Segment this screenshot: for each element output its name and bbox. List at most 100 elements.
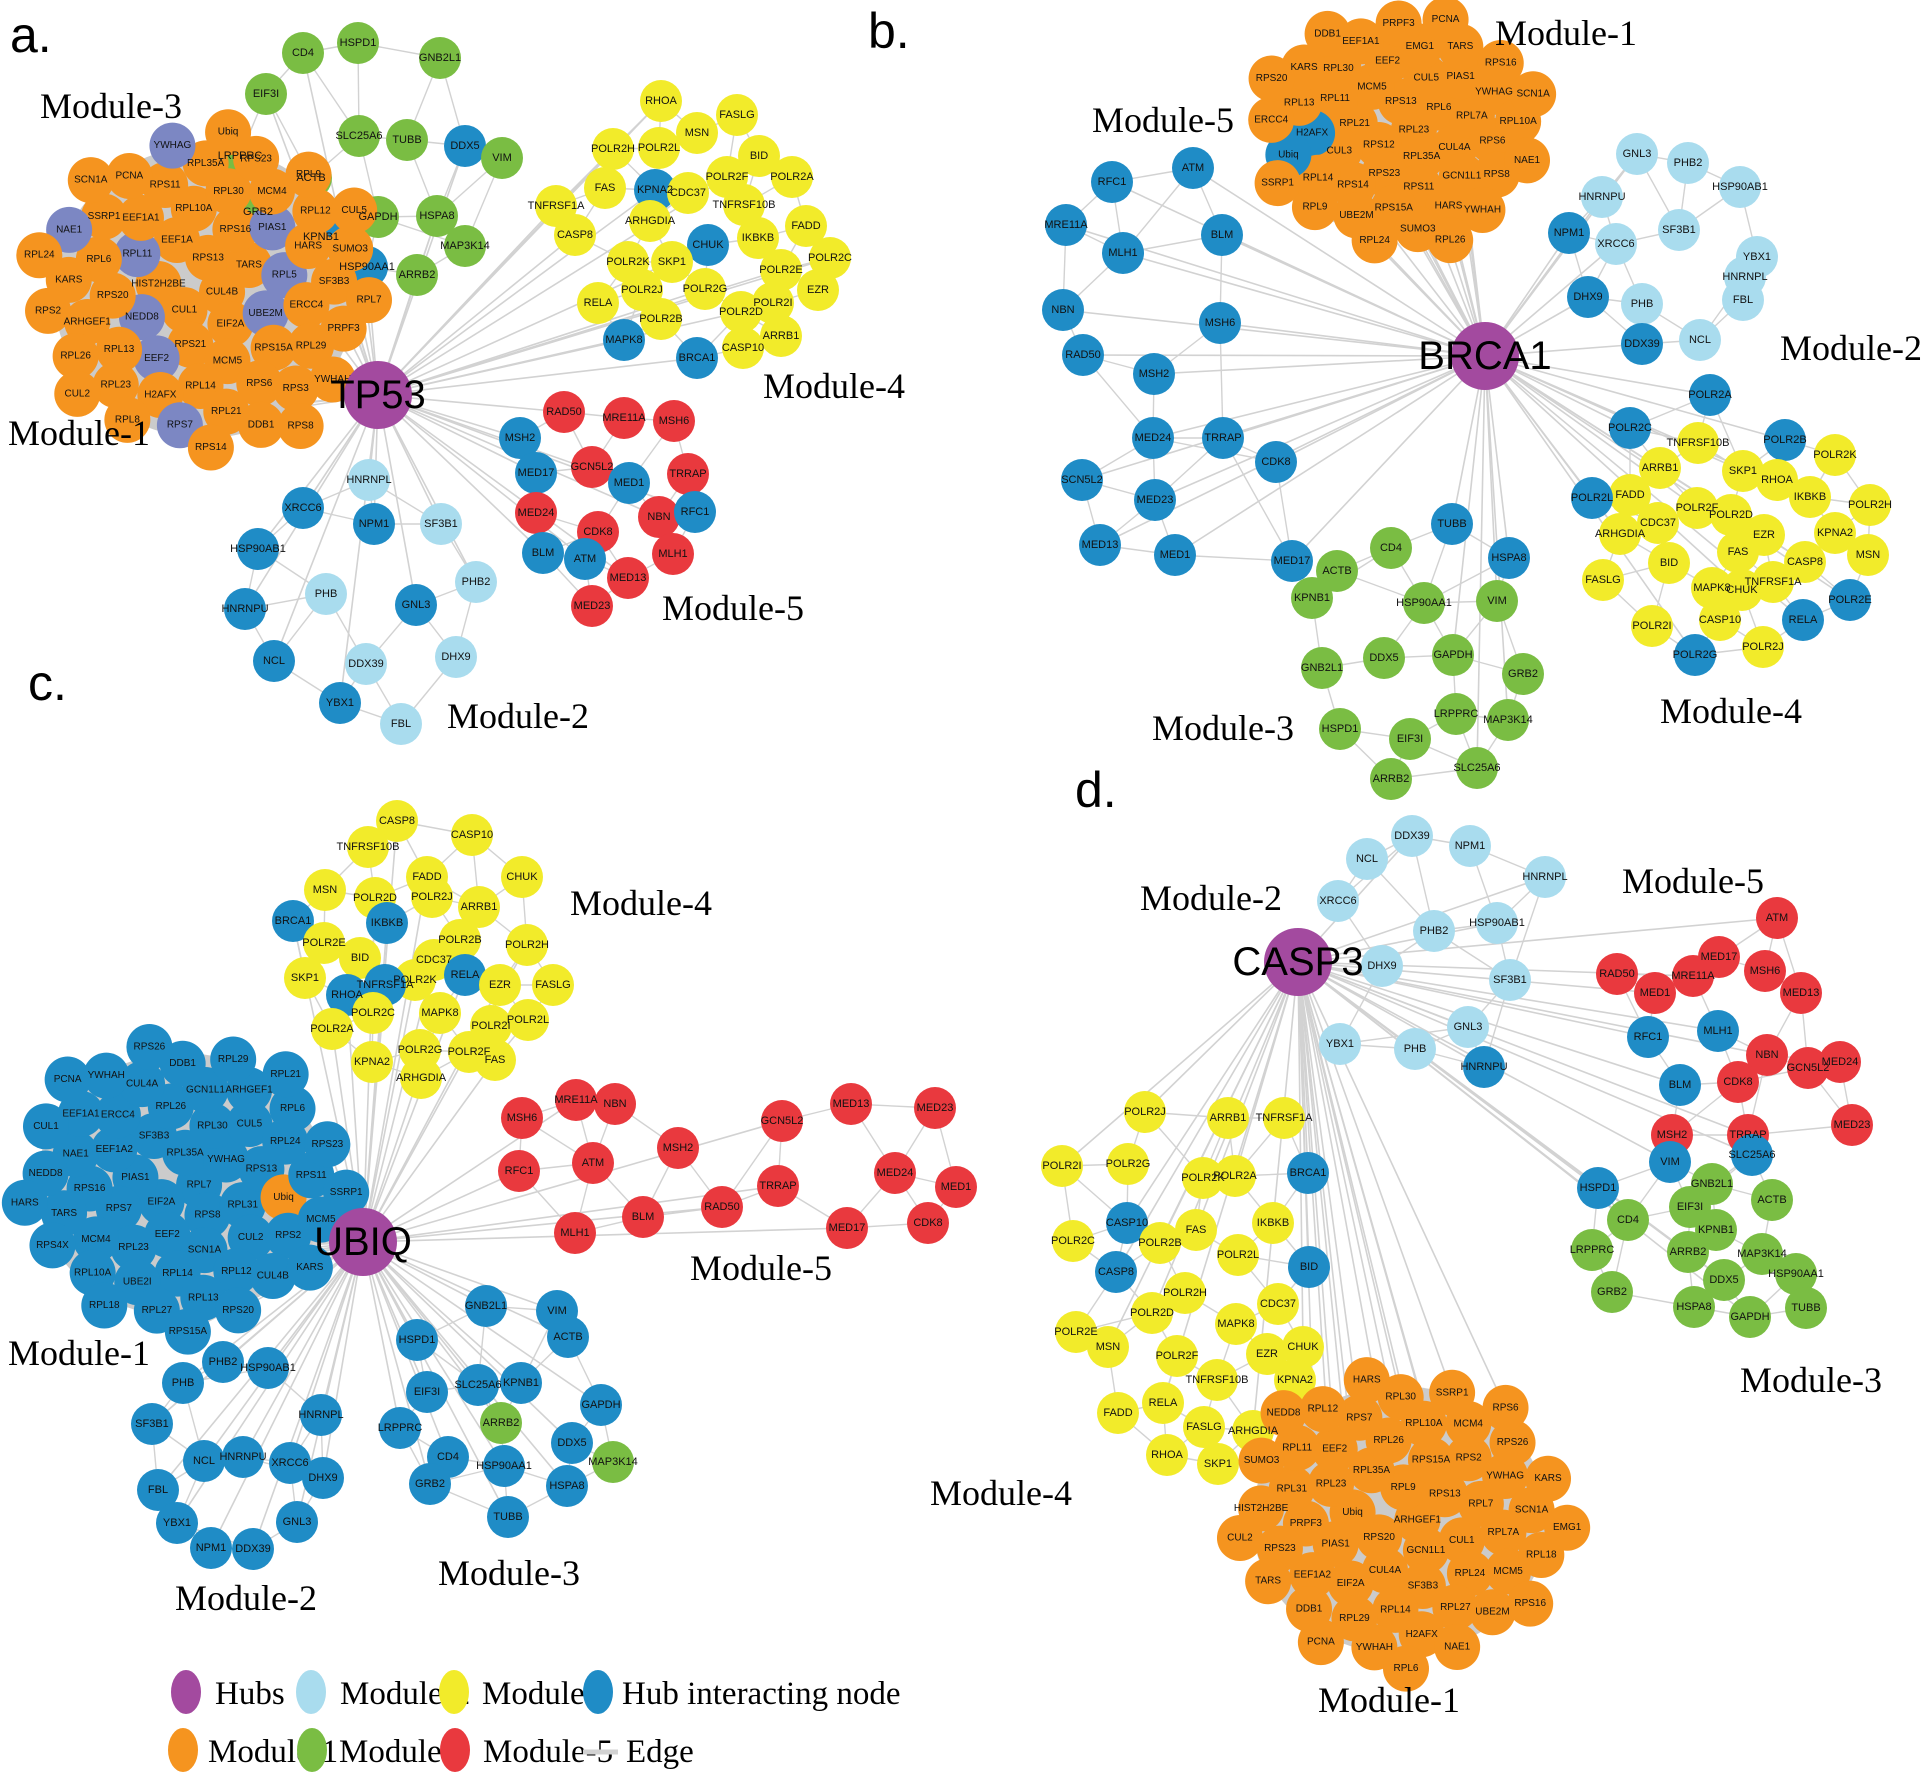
node-rpl8[interactable] xyxy=(104,396,151,443)
node-ikbkb[interactable] xyxy=(1789,476,1831,518)
node-rpl21[interactable] xyxy=(203,388,250,435)
node-mre11a[interactable] xyxy=(603,397,645,439)
node-ncl[interactable] xyxy=(1346,838,1388,880)
node-blm[interactable] xyxy=(622,1196,664,1238)
node-msn[interactable] xyxy=(676,112,718,154)
node-polr2l[interactable] xyxy=(638,127,680,169)
node-atm[interactable] xyxy=(1756,897,1798,939)
node-rps16[interactable] xyxy=(1507,1580,1554,1627)
node-nae1[interactable] xyxy=(1504,137,1551,184)
node-fadd[interactable] xyxy=(1609,474,1651,516)
node-mapk8[interactable] xyxy=(603,319,645,361)
node-nbn[interactable] xyxy=(1746,1034,1788,1076)
node-atm[interactable] xyxy=(572,1142,614,1184)
node-arrb1[interactable] xyxy=(1639,447,1681,489)
node-cul2[interactable] xyxy=(54,370,101,417)
node-rps8[interactable] xyxy=(184,1192,231,1239)
node-arrb2[interactable] xyxy=(1667,1231,1709,1273)
node-casp8[interactable] xyxy=(1784,541,1826,583)
node-ercc4[interactable] xyxy=(94,1092,141,1139)
node-polr2e[interactable] xyxy=(760,249,802,291)
node-faslg[interactable] xyxy=(1183,1406,1225,1448)
node-casp10[interactable] xyxy=(1106,1202,1148,1244)
node-ddx39[interactable] xyxy=(1621,323,1663,365)
node-skp1[interactable] xyxy=(651,241,693,283)
node-gcn5l2[interactable] xyxy=(571,446,613,488)
node-msn[interactable] xyxy=(1847,534,1889,576)
node-rps6[interactable] xyxy=(236,360,283,407)
node-nbn[interactable] xyxy=(638,496,680,538)
node-bid[interactable] xyxy=(738,135,780,177)
node-tubb[interactable] xyxy=(487,1496,529,1538)
node-hars[interactable] xyxy=(1,1179,48,1226)
node-ssrp1[interactable] xyxy=(1429,1369,1476,1416)
node-faslg[interactable] xyxy=(716,94,758,136)
node-rpl23[interactable] xyxy=(92,362,139,409)
node-hars[interactable] xyxy=(1343,1357,1390,1404)
node-h2afx[interactable] xyxy=(1398,1611,1445,1658)
node-med24[interactable] xyxy=(1819,1041,1861,1083)
node-mapk8[interactable] xyxy=(1691,567,1733,609)
node-pcna[interactable] xyxy=(106,152,153,199)
node-hsp90ab1[interactable] xyxy=(237,528,279,570)
node-polr2k[interactable] xyxy=(1182,1157,1224,1199)
node-arrb1[interactable] xyxy=(760,315,802,357)
node-rps20[interactable] xyxy=(1248,55,1295,102)
node-phb2[interactable] xyxy=(1413,910,1455,952)
node-npm1[interactable] xyxy=(1449,825,1491,867)
node-cdc37[interactable] xyxy=(1257,1283,1299,1325)
node-ddx39[interactable] xyxy=(1391,815,1433,857)
node-rpl24[interactable] xyxy=(16,232,63,279)
node-med23[interactable] xyxy=(1831,1104,1873,1146)
node-grb2[interactable] xyxy=(1502,653,1544,695)
node-gnb2l1[interactable] xyxy=(465,1285,507,1327)
node-cd4[interactable] xyxy=(282,32,324,74)
node-mre11a[interactable] xyxy=(1672,955,1714,997)
node-cul4b[interactable] xyxy=(249,1253,296,1300)
node-fas[interactable] xyxy=(1717,531,1759,573)
node-dhx9[interactable] xyxy=(435,636,477,678)
node-brca1[interactable] xyxy=(676,337,718,379)
node-med1[interactable] xyxy=(1634,972,1676,1014)
node-xrcc6[interactable] xyxy=(269,1442,311,1484)
node-casp8[interactable] xyxy=(554,214,596,256)
node-ddx5[interactable] xyxy=(1703,1259,1745,1301)
node-tnfrsf10b[interactable] xyxy=(1677,422,1719,464)
node-msh2[interactable] xyxy=(1133,353,1175,395)
node-rfc1[interactable] xyxy=(498,1150,540,1192)
node-cdc37[interactable] xyxy=(667,172,709,214)
node-mre11a[interactable] xyxy=(555,1079,597,1121)
node-grb2[interactable] xyxy=(1591,1271,1633,1313)
node-polr2b[interactable] xyxy=(1139,1222,1181,1264)
node-xrcc6[interactable] xyxy=(282,487,324,529)
node-chuk[interactable] xyxy=(1282,1326,1324,1368)
node-skp1[interactable] xyxy=(1722,450,1764,492)
node-polr2i[interactable] xyxy=(1041,1145,1083,1187)
node-rps2[interactable] xyxy=(25,287,72,334)
node-rpl23[interactable] xyxy=(1308,1460,1355,1507)
node-rpl21[interactable] xyxy=(262,1051,309,1098)
node-sf3b1[interactable] xyxy=(420,503,462,545)
node-eif3i[interactable] xyxy=(245,73,287,115)
node-ikbkb[interactable] xyxy=(366,902,408,944)
node-npm1[interactable] xyxy=(353,503,395,545)
node-rpl11[interactable] xyxy=(114,231,161,278)
node-cul2[interactable] xyxy=(1216,1515,1263,1562)
node-ddx5[interactable] xyxy=(444,125,486,167)
node-cdk8[interactable] xyxy=(1717,1061,1759,1103)
node-arhgdia[interactable] xyxy=(1599,513,1641,555)
node-cdk8[interactable] xyxy=(907,1202,949,1244)
node-slc25a6[interactable] xyxy=(457,1364,499,1406)
node-rps26[interactable] xyxy=(1489,1419,1536,1466)
node-bid[interactable] xyxy=(1288,1246,1330,1288)
node-tnfrsf10b[interactable] xyxy=(347,826,389,868)
node-rps2[interactable] xyxy=(1445,1435,1492,1482)
node-nedd8[interactable] xyxy=(1260,1390,1307,1437)
node-casp8[interactable] xyxy=(1095,1251,1137,1293)
node-rad50[interactable] xyxy=(701,1186,743,1228)
node-rpl12[interactable] xyxy=(213,1248,260,1295)
node-cul1[interactable] xyxy=(22,1103,69,1150)
node-bid[interactable] xyxy=(339,937,381,979)
node-ncl[interactable] xyxy=(253,640,295,682)
node-med23[interactable] xyxy=(571,585,613,627)
